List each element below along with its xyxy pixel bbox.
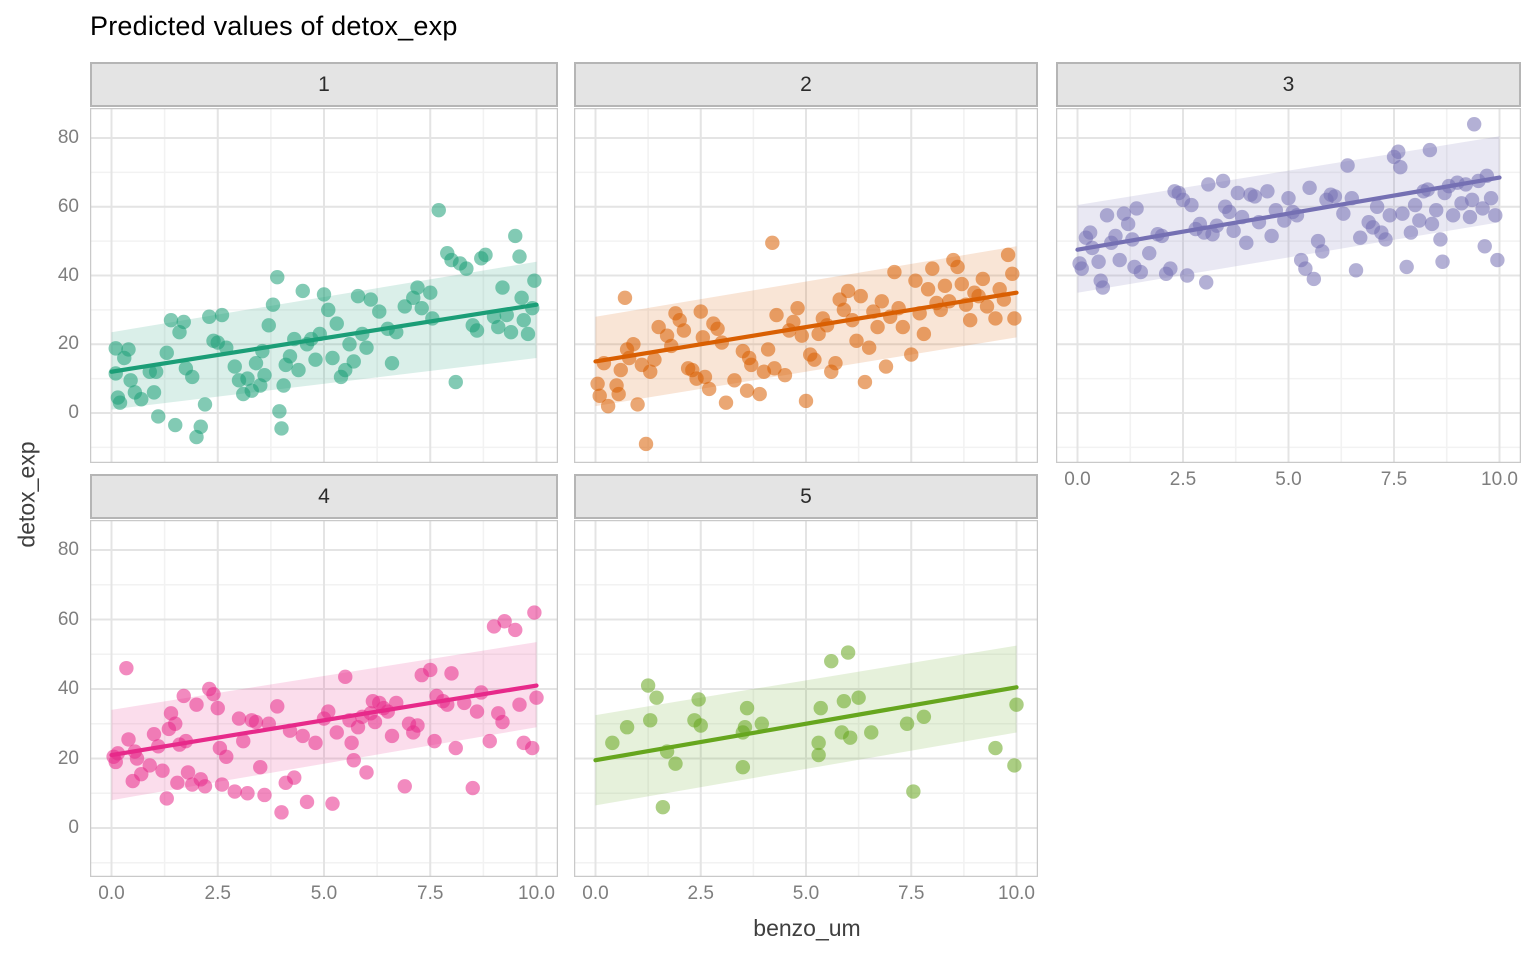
panel-border (574, 108, 1038, 463)
trend-line (593, 290, 1019, 364)
scatter-points (605, 645, 1024, 815)
y-tick-label: 0 (68, 402, 79, 423)
facet-strip-1: 1 (90, 62, 558, 107)
facet-strip-2: 2 (574, 62, 1038, 107)
y-tick-label: 80 (57, 539, 79, 560)
x-tick-label: 7.5 (898, 883, 925, 904)
x-tick-label: 0.0 (582, 883, 609, 904)
y-tick-label: 0 (68, 817, 79, 838)
panel-border (1056, 108, 1521, 463)
x-tick-label: 7.5 (1380, 469, 1408, 490)
facet-strip-3: 3 (1056, 62, 1521, 107)
panel-border (574, 520, 1038, 877)
scatter-points (108, 202, 542, 445)
x-axis-title: benzo_um (753, 915, 861, 941)
y-tick-label: 40 (57, 678, 79, 699)
x-tick-label: 7.5 (417, 883, 444, 904)
x-tick-label: 2.5 (1169, 469, 1197, 490)
x-tick-label: 10.0 (518, 883, 555, 904)
scatter-points (1072, 117, 1505, 295)
facet-panel-1 (90, 108, 558, 463)
x-tick-label: 0.0 (98, 883, 125, 904)
x-tick-label: 2.5 (687, 883, 714, 904)
panel-border (90, 520, 558, 877)
facet-panel-3 (1056, 108, 1521, 463)
x-tick-label: 0.0 (1064, 469, 1091, 490)
y-tick-label: 60 (57, 608, 79, 630)
y-tick-label: 20 (57, 333, 79, 355)
facet-panel-4 (90, 520, 558, 877)
y-tick-label: 60 (57, 195, 79, 217)
y-axis-title: detox_exp (13, 441, 40, 548)
x-tick-label: 2.5 (204, 883, 231, 904)
facet-strip-5: 5 (574, 474, 1038, 519)
facet-panel-2 (574, 108, 1038, 463)
trend-line (109, 683, 539, 758)
x-tick-label: 5.0 (310, 883, 338, 904)
facet-strip-4: 4 (90, 474, 558, 519)
chart-title: Predicted values of detox_exp (90, 11, 458, 41)
y-tick-label: 20 (57, 747, 79, 769)
x-tick-label: 5.0 (792, 883, 820, 904)
x-tick-label: 5.0 (1275, 469, 1302, 490)
trend-line (1075, 175, 1502, 252)
gridlines (90, 108, 558, 463)
trend-line (593, 685, 1019, 763)
y-tick-label: 40 (57, 264, 79, 286)
gridlines (574, 108, 1038, 463)
x-tick-label: 10.0 (998, 883, 1035, 904)
trend-line (109, 302, 539, 374)
y-tick-label: 80 (57, 127, 79, 148)
x-tick-label: 10.0 (1481, 469, 1518, 490)
panel-border (90, 108, 558, 463)
facet-panel-5 (574, 520, 1038, 877)
